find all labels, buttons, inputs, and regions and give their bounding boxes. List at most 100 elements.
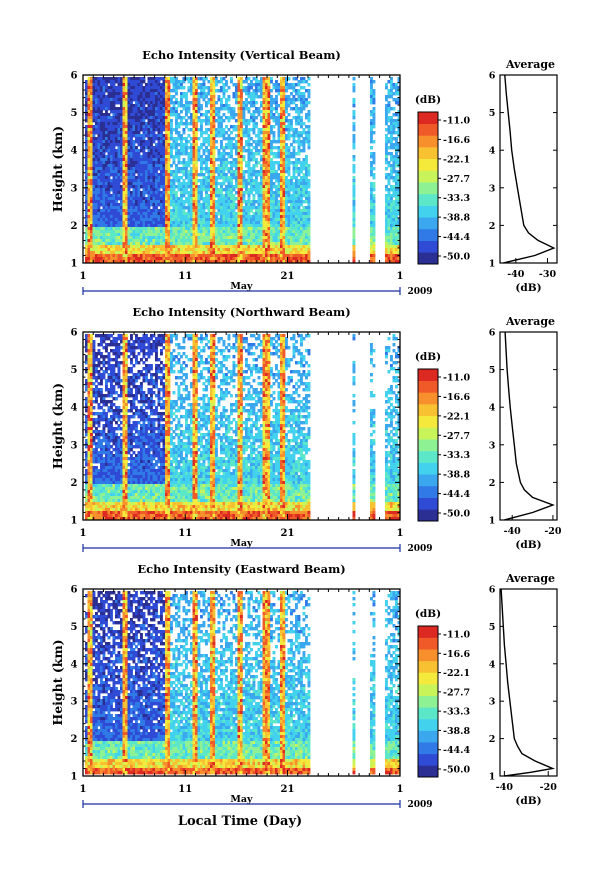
heatmap-cell [110, 80, 113, 84]
heatmap-cell [270, 164, 273, 168]
heatmap-cell [200, 125, 203, 129]
heatmap-cell [270, 227, 273, 231]
heatmap-cell [280, 104, 283, 108]
heatmap-cell [235, 224, 238, 228]
heatmap-cell [110, 233, 113, 237]
heatmap-cell [297, 161, 301, 165]
heatmap-cell [170, 209, 173, 213]
heatmap-cell [295, 134, 298, 138]
heatmap-cell [152, 227, 156, 231]
heatmap-cell [177, 83, 181, 87]
heatmap-cell [135, 119, 138, 123]
heatmap-cell [295, 77, 298, 81]
heatmap-cell [117, 215, 121, 219]
heatmap-cell [112, 167, 116, 171]
heatmap-cell [90, 158, 93, 162]
heatmap-cell [207, 218, 211, 222]
heatmap-cell [100, 251, 103, 255]
heatmap-cell [267, 101, 271, 105]
heatmap-cell [252, 248, 256, 252]
heatmap-cell [227, 179, 231, 183]
heatmap-cell [170, 200, 173, 204]
heatmap-cell [155, 143, 158, 147]
heatmap-cell [105, 227, 108, 231]
heatmap-cell [157, 215, 161, 219]
heatmap-cell [292, 191, 296, 195]
heatmap-cell [95, 92, 98, 96]
heatmap-cell [125, 83, 128, 87]
heatmap-cell [177, 260, 181, 264]
heatmap-cell [122, 218, 126, 222]
heatmap-cell [177, 254, 181, 258]
heatmap-cell [267, 128, 271, 132]
heatmap-cell [132, 143, 136, 147]
heatmap-cell [220, 176, 223, 180]
heatmap-cell [207, 116, 211, 120]
heatmap-cell [307, 224, 311, 228]
heatmap-cell [102, 242, 106, 246]
heatmap-cell [240, 155, 243, 159]
heatmap-cell [117, 170, 121, 174]
heatmap-cell [122, 86, 126, 90]
heatmap-cell [352, 140, 356, 144]
heatmap-cell [297, 251, 301, 255]
heatmap-cell [105, 110, 108, 114]
heatmap-cell [135, 125, 138, 129]
heatmap-cell [232, 224, 236, 228]
heatmap-cell [102, 170, 106, 174]
heatmap-cell [197, 149, 201, 153]
heatmap-cell [225, 257, 228, 261]
heatmap-cell [100, 200, 103, 204]
heatmap-cell [105, 215, 108, 219]
heatmap-cell [100, 197, 103, 201]
heatmap-cell [255, 206, 258, 210]
heatmap-cell [277, 146, 281, 150]
heatmap-cell [155, 233, 158, 237]
heatmap-cell [292, 128, 296, 132]
heatmap-cell [190, 203, 193, 207]
heatmap-cell [240, 167, 243, 171]
heatmap-cell [265, 257, 268, 261]
heatmap-cell [87, 170, 91, 174]
heatmap-cell [252, 122, 256, 126]
heatmap-cell [115, 254, 118, 258]
heatmap-cell [262, 107, 266, 111]
heatmap-cell [227, 260, 231, 264]
heatmap-cell [275, 110, 278, 114]
heatmap-cell [117, 113, 121, 117]
heatmap-cell [180, 83, 183, 87]
heatmap-cell [85, 164, 88, 168]
heatmap-cell [160, 158, 163, 162]
heatmap-cell [162, 95, 166, 99]
heatmap-cell [100, 209, 103, 213]
heatmap-cell [292, 149, 296, 153]
heatmap-cell [217, 110, 221, 114]
heatmap-cell [282, 107, 286, 111]
heatmap-cell [182, 107, 186, 111]
heatmap-cell [147, 230, 151, 234]
heatmap-cell [155, 227, 158, 231]
heatmap-cell [237, 227, 241, 231]
heatmap-cell [102, 194, 106, 198]
heatmap-cell [117, 131, 121, 135]
heatmap-cell [255, 227, 258, 231]
heatmap-cell [125, 248, 128, 252]
heatmap-cell [177, 122, 181, 126]
heatmap-cell [117, 110, 121, 114]
heatmap-cell [245, 221, 248, 225]
heatmap-cell [175, 209, 178, 213]
heatmap-cell [172, 95, 176, 99]
heatmap-cell [130, 233, 133, 237]
heatmap-cell [177, 209, 181, 213]
heatmap-cell [252, 218, 256, 222]
heatmap-cell [237, 251, 241, 255]
heatmap-cell [145, 134, 148, 138]
heatmap-cell [227, 248, 231, 252]
heatmap-cell [132, 257, 136, 261]
heatmap-cell [222, 86, 226, 90]
heatmap-cell [205, 257, 208, 261]
heatmap-cell [90, 173, 93, 177]
heatmap-cell [185, 146, 188, 150]
heatmap-cell [292, 260, 296, 264]
heatmap-cell [182, 170, 186, 174]
